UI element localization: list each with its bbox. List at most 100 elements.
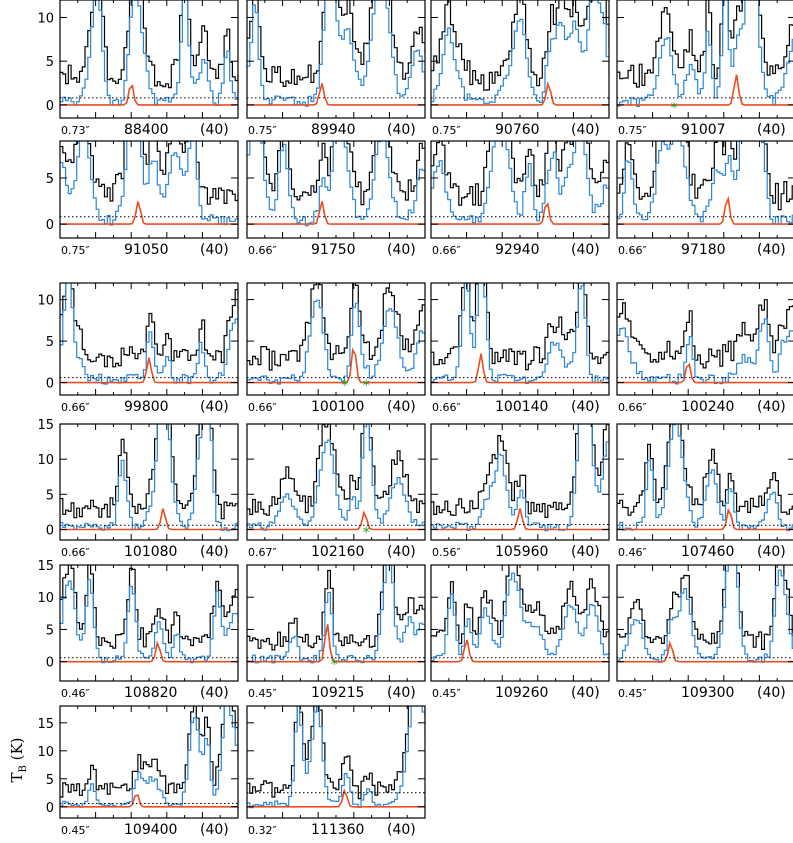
panel-frame	[430, 282, 610, 396]
y-tick-label: 0	[46, 218, 54, 233]
y-tick-label: 0	[46, 656, 54, 671]
frequency-label: 109400	[124, 822, 177, 838]
model-species-line	[247, 624, 425, 663]
transition-marker: *	[341, 378, 348, 394]
panel-92940: 0.66″ 92940 (40)	[430, 140, 610, 258]
plot-area	[247, 0, 425, 107]
label-suffix: (40)	[757, 122, 786, 138]
transition-marker: *	[331, 657, 338, 673]
model-species-line	[247, 510, 425, 531]
plot-area	[617, 141, 793, 225]
model-species-line	[431, 353, 609, 384]
panel-100100: * *0.66″ 100100 (40)	[246, 282, 426, 415]
panel-97180: 0.66″ 97180 (40)	[616, 140, 793, 258]
panel-99800: 0 5 10 0.66″ 99800 (40)	[37, 282, 239, 415]
model-all-species	[247, 0, 425, 107]
frequency-label: 100140	[495, 399, 548, 415]
panel-91007: * 0.75″ 91007 (40)	[616, 0, 793, 138]
frequency-label: 102160	[311, 544, 364, 560]
model-species-line	[431, 81, 609, 106]
observed-spectrum	[617, 0, 793, 88]
observed-spectrum	[60, 565, 238, 649]
panel-frame	[616, 564, 793, 682]
observed-spectrum	[247, 0, 425, 87]
frequency-label: 91750	[311, 242, 356, 258]
frequency-label: 91007	[681, 122, 726, 138]
plot-area	[617, 424, 793, 532]
frequency-label: 111360	[311, 822, 364, 838]
model-species-line	[617, 640, 793, 663]
model-all-species	[431, 141, 609, 224]
y-tick-label: 10	[37, 11, 54, 26]
transition-marker: *	[363, 378, 370, 394]
plot-area	[431, 565, 609, 663]
label-suffix: (40)	[571, 242, 600, 258]
beam-size-label: 0.75″	[248, 124, 277, 137]
observed-spectrum	[247, 565, 425, 651]
observed-spectrum	[60, 424, 238, 520]
observed-spectrum	[60, 706, 238, 798]
plot-area	[60, 706, 238, 808]
panel-105960: 0.56″ 105960 (40)	[430, 423, 610, 560]
plot-area	[60, 424, 238, 532]
observed-spectrum	[60, 283, 238, 368]
observed-spectrum	[617, 565, 793, 650]
plot-area	[431, 283, 609, 384]
plot-area	[617, 299, 793, 385]
beam-size-label: 0.73″	[61, 124, 90, 137]
panel-88400: 0 5 10 0.73″ 88400 (40)	[37, 0, 239, 138]
y-tick-label: 0	[46, 523, 54, 538]
frequency-label: 89940	[311, 122, 356, 138]
beam-size-label: 0.67″	[248, 546, 277, 559]
frequency-label: 88400	[124, 122, 169, 138]
panel-frame	[430, 0, 610, 119]
observed-spectrum	[431, 0, 609, 91]
beam-size-label: 0.75″	[618, 124, 647, 137]
panel-107460: 0.46″ 107460 (40)	[616, 423, 793, 560]
model-all-species	[617, 318, 793, 385]
model-all-species	[60, 141, 238, 226]
model-species-line	[60, 794, 238, 808]
panel-91050: 0 5 0.75″ 91050 (40)	[46, 140, 239, 258]
y-tick-label: 10	[37, 591, 54, 606]
y-tick-label: 5	[46, 773, 54, 788]
panel-100240: 0.66″ 100240 (40)	[616, 282, 793, 415]
label-suffix: (40)	[200, 544, 229, 560]
panel-89940: 0.75″ 89940 (40)	[246, 0, 426, 138]
beam-size-label: 0.66″	[618, 401, 647, 414]
y-tick-label: 15	[37, 418, 54, 433]
transition-marker: *	[363, 525, 370, 541]
y-tick-label: 0	[46, 99, 54, 114]
model-all-species	[60, 283, 238, 385]
observed-spectrum	[247, 283, 425, 371]
frequency-label: 90760	[495, 122, 540, 138]
observed-spectrum	[431, 565, 609, 645]
model-species-line	[431, 508, 609, 531]
y-tick-label: 5	[46, 55, 54, 70]
panel-90760: 0.75″ 90760 (40)	[430, 0, 610, 138]
panel-frame	[59, 564, 239, 682]
y-tick-label: 5	[46, 335, 54, 350]
frequency-label: 101080	[124, 544, 177, 560]
panel-109400: 0 5 10 15 0.45″ 109400 (40)	[37, 705, 239, 838]
label-suffix: (40)	[200, 242, 229, 258]
plot-area: * *	[247, 283, 425, 394]
frequency-label: 107460	[681, 544, 734, 560]
model-species-line	[431, 202, 609, 225]
frequency-label: 109260	[495, 685, 548, 701]
model-species-line	[60, 640, 238, 663]
panel-109300: 0.45″ 109300 (40)	[616, 564, 793, 701]
label-suffix: (40)	[200, 822, 229, 838]
observed-spectrum	[431, 141, 609, 206]
frequency-label: 108820	[124, 685, 177, 701]
model-all-species	[431, 283, 609, 384]
label-suffix: (40)	[757, 242, 786, 258]
panel-grid: 0 5 10 0.73″ 88400 (40) 0.75″ 89940 (40) 0.75″ 907…	[37, 0, 793, 838]
panel-109260: 0.45″ 109260 (40)	[430, 564, 610, 701]
beam-size-label: 0.32″	[248, 824, 277, 837]
beam-size-label: 0.75″	[432, 124, 461, 137]
beam-size-label: 0.45″	[61, 824, 90, 837]
y-tick-label: 5	[46, 172, 54, 187]
y-tick-label: 5	[46, 488, 54, 503]
